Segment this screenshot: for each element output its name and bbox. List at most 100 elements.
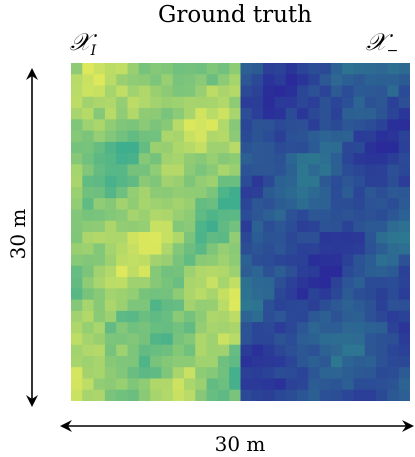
right-region-cell <box>251 232 264 244</box>
right-region-cell <box>319 119 332 131</box>
left-region-cell <box>184 220 196 233</box>
right-region-cell <box>342 355 354 368</box>
left-region-cell <box>184 277 196 289</box>
left-region-cell <box>104 141 117 154</box>
right-region-cell <box>274 164 287 177</box>
left-region-cell <box>229 265 241 278</box>
left-region-cell <box>138 389 151 401</box>
left-region-cell <box>217 74 230 86</box>
right-region-cell <box>263 355 275 368</box>
left-region-cell <box>172 243 185 255</box>
left-region-cell <box>206 254 219 267</box>
left-region-cell <box>229 108 241 120</box>
left-region-cell <box>172 310 185 323</box>
left-region-cell <box>206 265 219 278</box>
left-region-cell <box>150 175 162 188</box>
right-region-cell <box>297 232 309 244</box>
left-region-cell <box>195 164 207 177</box>
right-region-cell <box>240 175 253 188</box>
right-region-cell <box>376 389 388 401</box>
right-region-cell <box>398 378 410 391</box>
right-region-cell <box>376 96 388 109</box>
right-region-cell <box>342 209 354 222</box>
left-region-cell <box>217 277 230 289</box>
left-region-cell <box>127 232 140 244</box>
left-region-cell <box>127 254 140 267</box>
left-region-cell <box>82 254 94 267</box>
right-region-cell <box>364 389 377 401</box>
right-region-cell <box>330 299 343 312</box>
right-region-cell <box>398 108 410 120</box>
left-region-cell <box>116 186 128 199</box>
left-region-cell <box>150 74 162 86</box>
right-region-cell <box>297 367 309 379</box>
left-region-cell <box>184 63 196 75</box>
left-region-cell <box>195 153 207 165</box>
right-region-cell <box>274 141 287 154</box>
right-region-cell <box>376 355 388 368</box>
right-region-cell <box>353 74 366 86</box>
right-region-cell <box>364 344 377 357</box>
left-region-cell <box>93 277 106 289</box>
left-region-cell <box>93 153 106 165</box>
right-region-cell <box>342 389 354 401</box>
left-region-cell <box>184 198 196 210</box>
right-region-cell <box>263 378 275 391</box>
right-region-cell <box>308 344 320 357</box>
left-region-cell <box>82 389 94 401</box>
right-region-cell <box>330 209 343 222</box>
right-region-cell <box>398 344 410 357</box>
right-region-cell <box>319 355 332 368</box>
left-region-cell <box>104 310 117 323</box>
left-region-cell <box>161 96 174 109</box>
right-region-cell <box>297 355 309 368</box>
left-region-cell <box>217 299 230 312</box>
left-region-cell <box>116 198 128 210</box>
left-region-cell <box>116 141 128 154</box>
left-region-cell <box>150 141 162 154</box>
right-region-cell <box>376 198 388 210</box>
left-region-cell <box>82 141 94 154</box>
right-region-cell <box>251 344 264 357</box>
right-region-cell <box>263 85 275 98</box>
right-region-cell <box>353 220 366 233</box>
right-region-cell <box>251 96 264 109</box>
left-region-cell <box>82 209 94 222</box>
right-region-cell <box>274 130 287 143</box>
right-region-cell <box>398 367 410 379</box>
left-region-cell <box>116 153 128 165</box>
left-region-cell <box>172 63 185 75</box>
right-region-cell <box>240 243 253 255</box>
left-region-cell <box>161 130 174 143</box>
left-region-cell <box>184 333 196 346</box>
left-region-cell <box>82 333 94 346</box>
right-region-cell <box>376 333 388 346</box>
right-region-cell <box>342 186 354 199</box>
left-region-cell <box>161 333 174 346</box>
right-region-cell <box>285 141 298 154</box>
left-region-cell <box>195 130 207 143</box>
right-region-cell <box>330 63 343 75</box>
right-region-cell <box>240 277 253 289</box>
right-region-cell <box>353 175 366 188</box>
left-region-cell <box>138 119 151 131</box>
right-region-cell <box>376 186 388 199</box>
right-region-cell <box>364 288 377 300</box>
right-region-cell <box>240 367 253 379</box>
left-region-cell <box>116 85 128 98</box>
right-region-cell <box>240 164 253 177</box>
right-region-cell <box>285 344 298 357</box>
right-region-cell <box>398 310 410 323</box>
left-region-cell <box>116 164 128 177</box>
left-region-cell <box>82 288 94 300</box>
left-region-cell <box>71 232 83 244</box>
left-region-cell <box>82 85 94 98</box>
left-region-cell <box>127 220 140 233</box>
left-region-cell <box>161 355 174 368</box>
right-region-cell <box>263 265 275 278</box>
right-region-cell <box>376 130 388 143</box>
right-region-cell <box>285 74 298 86</box>
right-region-cell <box>274 310 287 323</box>
right-region-cell <box>387 288 400 300</box>
